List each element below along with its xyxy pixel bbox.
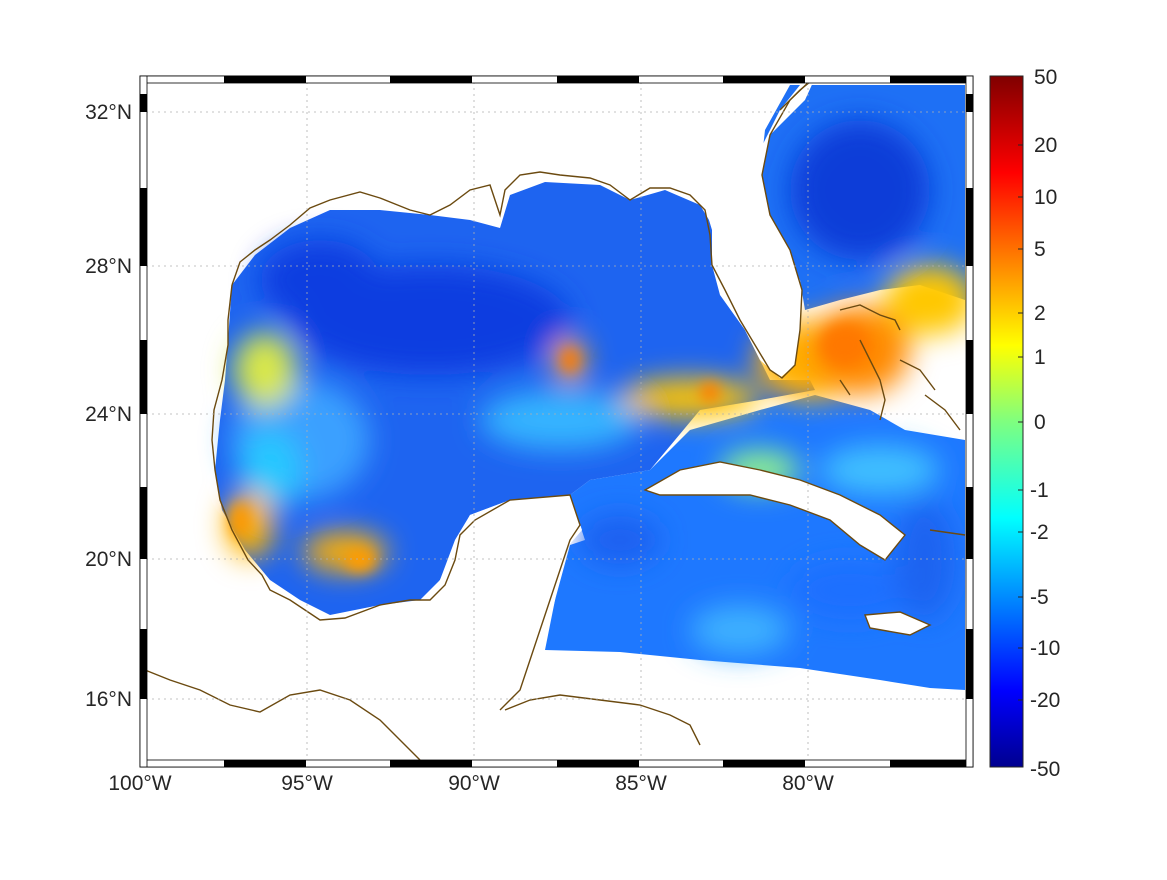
yucatan-land xyxy=(420,495,582,700)
lon-label: 85°W xyxy=(615,772,667,795)
land-masks xyxy=(420,78,930,700)
lat-label: 32°N xyxy=(85,101,132,124)
jamaica-land xyxy=(865,612,930,635)
lon-label: 80°W xyxy=(782,772,834,795)
colorbar-label: 1 xyxy=(1034,346,1046,369)
colorbar-label: 20 xyxy=(1034,134,1057,157)
map-frame xyxy=(139,75,974,768)
lon-label: 95°W xyxy=(281,772,333,795)
gulf-coast xyxy=(231,76,816,379)
colorbar-ticks xyxy=(1018,144,1023,701)
colorbar-label: -2 xyxy=(1030,521,1049,544)
mexico-coast xyxy=(211,284,581,711)
lat-label: 28°N xyxy=(85,255,132,278)
colorbar-label: -1 xyxy=(1030,479,1049,502)
colorbar-label: 10 xyxy=(1034,186,1057,209)
colorbar: 50 20 10 5 2 1 0 -1 -2 -5 -10 -20 -50 xyxy=(989,66,1060,781)
bahamas-coast xyxy=(839,304,961,431)
colorbar-label: 0 xyxy=(1034,411,1046,434)
colorbar-label: -20 xyxy=(1030,689,1060,712)
colorbar-gradient xyxy=(989,75,1024,768)
data-field xyxy=(215,85,973,690)
colorbar-label: -50 xyxy=(1030,758,1060,781)
central-america-coast xyxy=(140,667,421,761)
colorbar-label: 50 xyxy=(1034,66,1057,89)
lat-label: 16°N xyxy=(85,688,132,711)
florida-land xyxy=(700,78,815,378)
jamaica-coast xyxy=(864,611,932,636)
lon-label: 100°W xyxy=(108,772,171,795)
hispaniola-coast xyxy=(929,529,966,536)
lat-label: 24°N xyxy=(85,403,132,426)
longitude-labels: 100°W 95°W 90°W 85°W 80°W xyxy=(108,772,834,795)
lon-label: 90°W xyxy=(448,772,500,795)
grid-lines xyxy=(140,76,973,767)
cuba-coast xyxy=(643,461,906,561)
colorbar-labels: 50 20 10 5 2 1 0 -1 -2 -5 -10 -20 -50 xyxy=(1030,66,1060,781)
latitude-labels: 32°N 28°N 24°N 20°N 16°N xyxy=(85,101,132,711)
honduras-coast xyxy=(504,694,701,746)
colorbar-label: 5 xyxy=(1034,238,1046,261)
colorbar-label: -10 xyxy=(1030,637,1060,660)
cuba-land xyxy=(645,462,905,560)
lat-label: 20°N xyxy=(85,548,132,571)
colorbar-label: -5 xyxy=(1030,586,1049,609)
colorbar-label: 2 xyxy=(1034,302,1046,325)
